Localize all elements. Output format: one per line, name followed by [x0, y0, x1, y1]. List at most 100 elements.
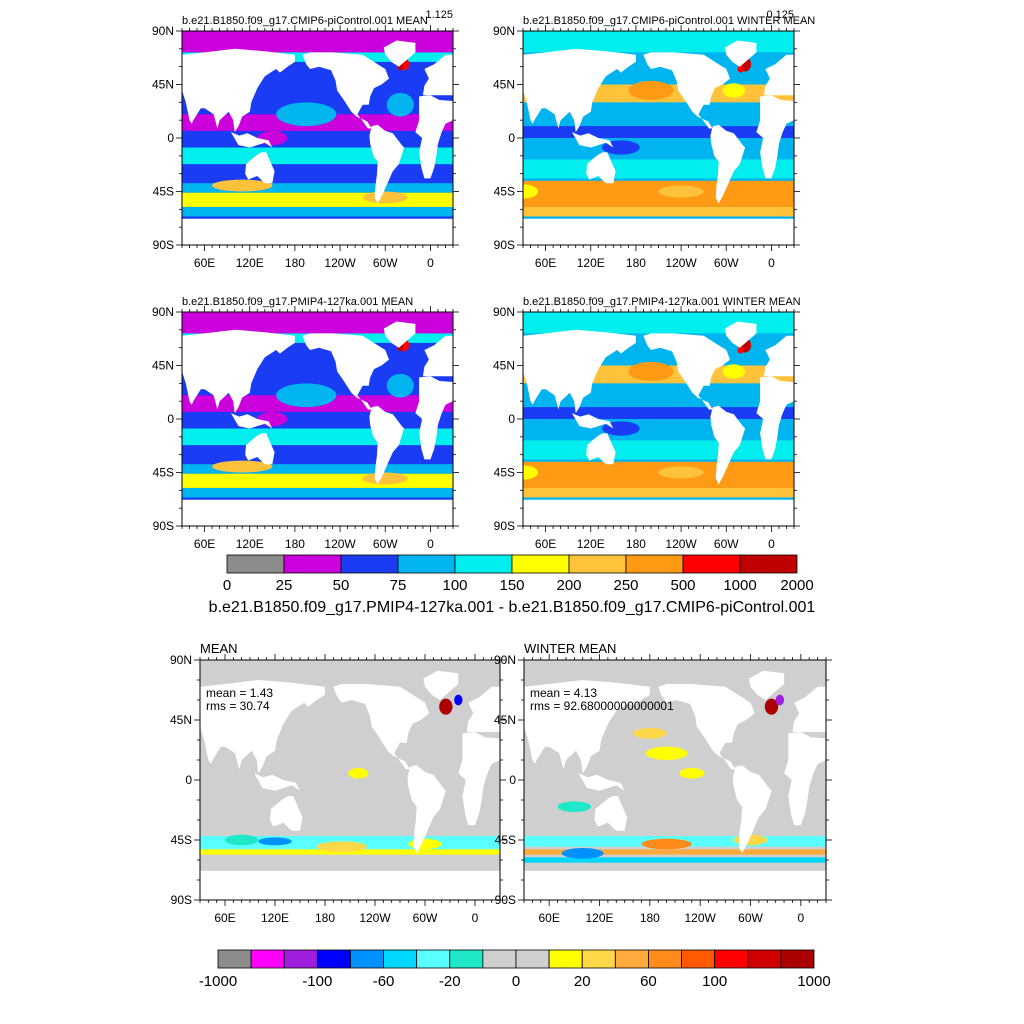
colorbar-swatch	[625, 554, 684, 574]
field-anomaly	[722, 364, 746, 379]
field-anomaly	[258, 837, 292, 846]
land-mask	[423, 670, 459, 700]
map-panel-p4: b.e21.B1850.f09_g17.PMIP4-127ka.001 WINT…	[493, 296, 801, 551]
colorbar-swatch	[681, 949, 716, 969]
x-tick-label: 60W	[738, 911, 763, 925]
colorbar-swatch	[682, 554, 741, 574]
land-mask	[756, 376, 794, 460]
land-mask	[200, 870, 500, 900]
land-mask	[458, 732, 500, 826]
land-mask	[658, 684, 755, 770]
land-mask	[230, 132, 273, 148]
land-mask	[369, 124, 405, 204]
field-anomaly	[408, 838, 442, 850]
field-anomaly	[362, 472, 408, 485]
y-tick-label: 45S	[494, 185, 515, 199]
x-tick-label: 120W	[665, 256, 697, 270]
land-mask	[523, 218, 794, 245]
panel-stat: rms = 92.68000000000001	[530, 699, 674, 713]
field-anomaly	[737, 346, 744, 354]
x-tick-label: 180	[640, 911, 660, 925]
y-tick-label: 90N	[170, 653, 192, 667]
map-panel-p2: b.e21.B1850.f09_g17.CMIP6-piControl.001 …	[493, 15, 815, 270]
field-anomaly	[225, 834, 259, 846]
land-mask	[254, 773, 300, 791]
colorbar-swatch	[747, 949, 782, 969]
field-band	[523, 206, 794, 217]
x-tick-label: 60W	[714, 256, 739, 270]
colorbar-swatch	[548, 949, 583, 969]
field-band	[182, 464, 453, 474]
y-tick-label: 45N	[170, 713, 192, 727]
x-tick-label: 180	[285, 537, 305, 551]
colorbar-swatch	[511, 554, 570, 574]
x-tick-label: 120E	[577, 256, 605, 270]
land-mask	[523, 329, 636, 414]
land-mask	[523, 48, 636, 133]
x-tick-label: 120E	[577, 537, 605, 551]
field-anomaly	[641, 838, 692, 850]
field-band	[523, 440, 794, 460]
colorbar-swatch	[515, 949, 550, 969]
field-anomaly	[775, 694, 785, 706]
colorbar-label: 2000	[780, 577, 813, 594]
land-mask	[333, 684, 430, 770]
y-tick-label: 45S	[153, 466, 174, 480]
field-band	[182, 147, 453, 165]
colorbar-label: -100	[302, 973, 332, 990]
colorbar-swatch	[568, 554, 627, 574]
x-tick-label: 180	[315, 911, 335, 925]
land-mask	[724, 321, 757, 348]
land-mask	[784, 732, 826, 826]
colorbar-label: 500	[670, 577, 695, 594]
lower-colorbar: -1000 -100 -60 -20 0 20 60 100 1000	[199, 949, 831, 990]
land-mask	[524, 680, 650, 774]
field-band	[523, 159, 794, 179]
x-tick-label: 60E	[535, 256, 556, 270]
field-band	[200, 849, 500, 855]
colorbar-swatch	[614, 949, 649, 969]
colorbar-swatch	[581, 949, 616, 969]
x-tick-label: 60W	[373, 256, 398, 270]
land-mask	[710, 124, 746, 204]
y-tick-label: 0	[167, 412, 174, 426]
land-mask	[182, 499, 453, 526]
x-tick-label: 180	[626, 537, 646, 551]
x-tick-label: 0	[427, 537, 434, 551]
y-tick-label: 0	[508, 131, 515, 145]
colorbar-swatch	[449, 949, 484, 969]
land-mask	[756, 95, 794, 179]
map-panel-p1: b.e21.B1850.f09_g17.CMIP6-piControl.001 …	[152, 15, 459, 270]
colorbar-label: -20	[439, 973, 461, 990]
panel-title: MEAN	[200, 641, 238, 656]
colorbar-swatch	[250, 949, 285, 969]
field-anomaly	[561, 848, 604, 859]
colorbar-swatch	[714, 949, 749, 969]
field-anomaly	[212, 179, 273, 192]
land-mask	[763, 54, 794, 96]
x-tick-label: 120W	[665, 537, 697, 551]
panel-title: b.e21.B1850.f09_g17.CMIP6-piControl.001 …	[523, 15, 815, 27]
field-band	[523, 407, 794, 419]
colorbar-swatch	[482, 949, 517, 969]
land-mask	[594, 796, 628, 831]
field-band	[523, 126, 794, 138]
land-mask	[586, 433, 616, 465]
colorbar-swatch	[283, 949, 318, 969]
field-band	[182, 473, 453, 488]
field-anomaly	[316, 841, 367, 853]
field-anomaly	[523, 184, 539, 199]
field-anomaly	[658, 185, 704, 198]
x-tick-label: 120E	[236, 537, 264, 551]
field-anomaly	[658, 466, 704, 479]
x-tick-label: 180	[626, 256, 646, 270]
field-anomaly	[386, 92, 414, 117]
field-anomaly	[628, 80, 674, 100]
land-mask	[748, 670, 785, 700]
colorbar-label: 25	[276, 577, 293, 594]
y-tick-label: 45S	[153, 185, 174, 199]
colorbar-label: 75	[390, 577, 407, 594]
colorbar-label: 100	[702, 973, 727, 990]
land-mask	[245, 152, 275, 184]
land-mask	[523, 499, 794, 526]
